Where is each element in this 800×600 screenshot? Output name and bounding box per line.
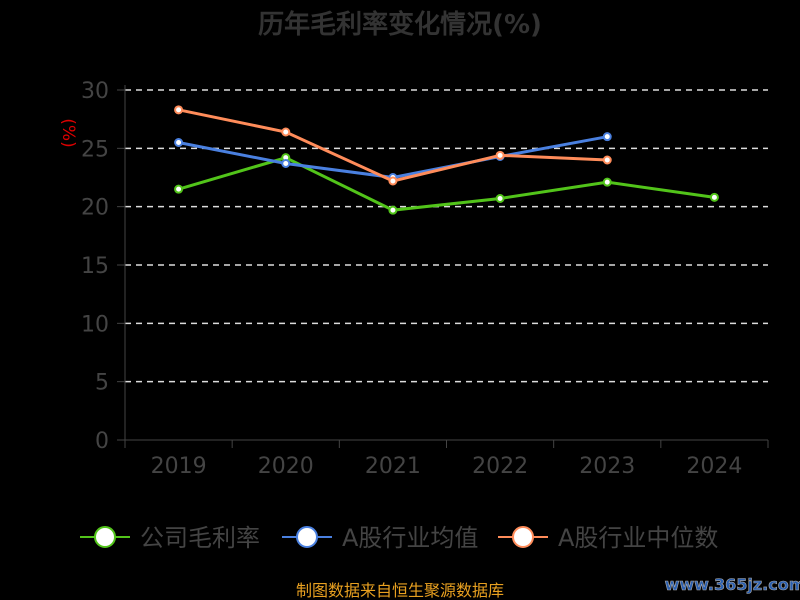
x-tick-label: 2023 [579,454,635,479]
y-tick-label: 30 [81,79,109,104]
y-tick-label: 0 [95,429,109,454]
data-point [602,132,612,142]
x-tick-label: 2019 [151,454,207,479]
data-point [174,105,184,115]
data-point [281,127,291,137]
chart-title: 历年毛利率变化情况(%) [258,9,542,40]
x-tick-label: 2024 [686,454,742,479]
y-tick-label: 5 [95,371,109,396]
data-point [174,184,184,194]
y-axis-label: (%) [58,118,78,147]
data-point [388,176,398,186]
legend-marker [296,526,318,548]
watermark: www.365jz.com [665,575,800,594]
data-point [495,150,505,160]
x-tick-label: 2020 [258,454,314,479]
data-point [388,205,398,215]
data-point [281,159,291,168]
legend-marker [512,526,534,548]
x-tick-label: 2022 [472,454,528,479]
data-point [709,192,719,202]
data-point [174,138,184,147]
y-tick-label: 10 [81,312,109,337]
x-tick-label: 2021 [365,454,421,479]
source-note: 制图数据来自恒生聚源数据库 [296,581,504,600]
y-tick-label: 15 [81,254,109,279]
y-tick-label: 20 [81,196,109,221]
data-point [495,194,505,203]
legend-label: 公司毛利率 [140,524,260,552]
series-line [178,156,715,212]
data-point [602,155,612,165]
legend-label: A股行业中位数 [558,524,718,552]
y-tick-label: 25 [81,137,109,162]
legend-marker [94,526,116,548]
data-point [602,177,612,187]
legend-label: A股行业均值 [342,524,478,552]
